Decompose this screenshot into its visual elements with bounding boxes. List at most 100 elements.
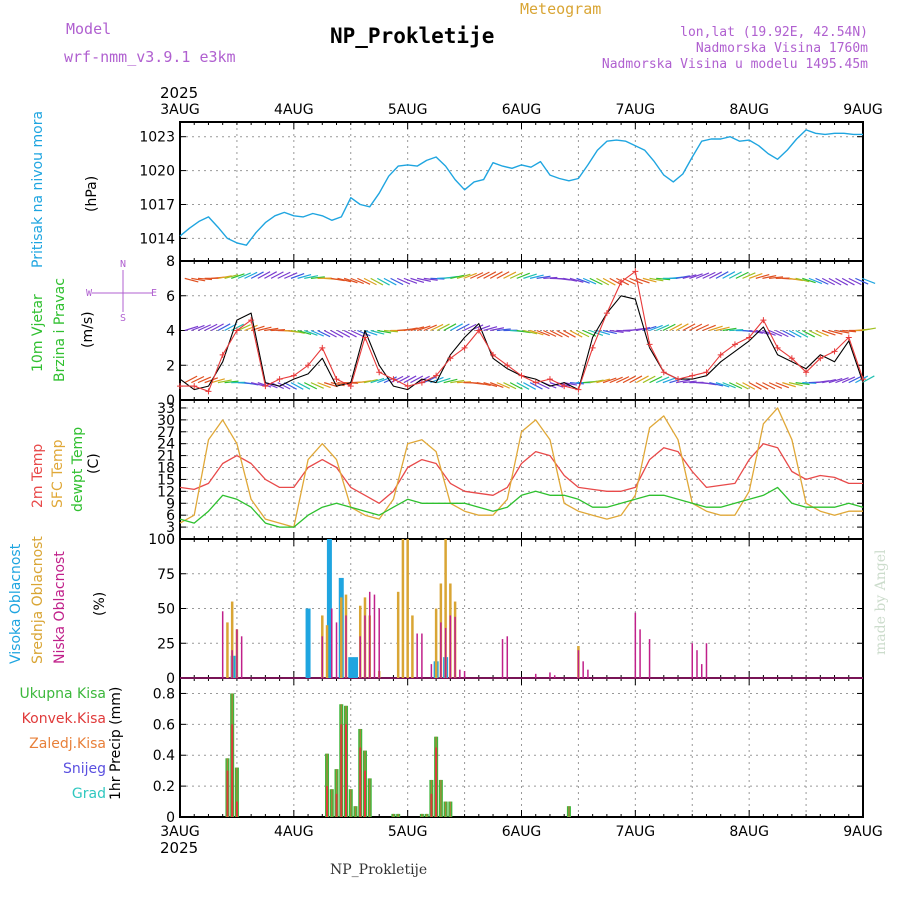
wind-barb xyxy=(357,277,371,285)
wind-speed-marker xyxy=(760,317,767,324)
precip-strat-bar xyxy=(331,789,333,817)
cloud-low-bar xyxy=(345,615,347,678)
y-tick-label: 12 xyxy=(157,484,175,500)
cloud-low-bar xyxy=(449,615,452,678)
wind-barb xyxy=(270,271,284,279)
precip-strat-bar xyxy=(444,801,447,817)
wind-barb xyxy=(184,325,199,332)
wind-barb xyxy=(211,378,225,384)
cloud-low-bar xyxy=(231,650,233,678)
wind-barb xyxy=(297,382,311,390)
wind-barb xyxy=(489,271,503,279)
x-tick-label-bottom: 4AUG xyxy=(274,824,314,840)
y-tick-label: 75 xyxy=(157,567,175,583)
wind-barb xyxy=(277,271,291,279)
precip-conv-bar xyxy=(326,786,329,817)
wind-speed-marker xyxy=(603,310,610,317)
wind-speed-marker xyxy=(433,372,440,379)
cloud-mid-bar xyxy=(340,597,343,678)
wind-barb xyxy=(596,277,610,286)
precip-legend-freezing: Zaledj.Kisa xyxy=(29,736,106,752)
wind-speed-marker xyxy=(177,383,183,390)
wind-barb xyxy=(483,271,497,279)
y-tick-label: 0.4 xyxy=(153,748,175,764)
wind-barb xyxy=(317,382,331,389)
wind-barb xyxy=(503,271,517,279)
wind-speed-marker xyxy=(774,344,781,351)
y-tick-label: 0.8 xyxy=(153,686,175,702)
cloud-low-bar xyxy=(373,594,376,678)
wind-barb xyxy=(662,377,677,384)
wind-barb xyxy=(609,329,624,333)
model-name: wrf-nmm_v3.9.1 e3km xyxy=(64,48,236,66)
wind-barb xyxy=(835,329,850,334)
wind-barb xyxy=(828,329,843,335)
wind-barb xyxy=(636,326,651,332)
wind-barb xyxy=(456,323,470,332)
wind-barb xyxy=(702,382,717,386)
wind-speed-marker xyxy=(290,372,297,379)
wind-barb xyxy=(616,376,630,384)
cloud-low-bar xyxy=(501,639,504,678)
cloud-low-bar xyxy=(553,675,556,678)
cloud-low-bar xyxy=(444,627,447,678)
y-tick-label: 24 xyxy=(157,437,175,453)
wind-barb xyxy=(290,382,304,390)
page-title: NP_Prokletije xyxy=(330,24,495,48)
wind-barb xyxy=(417,277,431,282)
wind-barb xyxy=(403,277,418,284)
wind-speed-marker xyxy=(490,351,497,358)
x-tick-label-top: 8AUG xyxy=(729,102,769,118)
precip-conv-bar xyxy=(340,724,343,817)
wind-barb xyxy=(470,272,484,279)
wind-barb xyxy=(702,324,716,332)
wind-barb xyxy=(436,323,450,332)
footer-station: NP_Prokletije xyxy=(330,862,428,878)
cloud-low-bar xyxy=(421,633,423,678)
wind-barb xyxy=(635,375,649,384)
wind-speed-marker xyxy=(518,372,525,379)
wind-barb xyxy=(848,277,862,286)
cloud-low-bar xyxy=(368,591,371,678)
wind-barb xyxy=(861,375,875,384)
wind-barb xyxy=(317,329,331,338)
wind-speed-marker xyxy=(333,376,340,383)
wind-barb xyxy=(822,329,836,336)
wind-barb xyxy=(569,277,584,283)
wind-barb xyxy=(330,277,345,282)
wind-barb xyxy=(184,277,199,283)
wind-barb xyxy=(423,277,438,281)
wind-barb xyxy=(350,277,364,285)
cloud-low-bar xyxy=(236,629,238,678)
wind-barb xyxy=(848,375,862,384)
y-tick-label: 18 xyxy=(157,461,175,477)
wind-barb xyxy=(802,277,816,284)
cloud-mid-bar xyxy=(444,539,447,678)
wind-speed-marker xyxy=(689,372,696,379)
wind-barb xyxy=(483,326,498,332)
wind-speed-marker xyxy=(276,376,283,383)
wind-barb xyxy=(370,329,385,335)
wind-speed-marker xyxy=(361,334,368,341)
altitude-text: Nadmorska Visina 1760m xyxy=(695,41,868,56)
wind-barb xyxy=(589,277,603,286)
x-tick-label-bottom: 3AUG xyxy=(160,824,200,840)
panel-frame xyxy=(179,677,864,818)
x-tick-label-top: 4AUG xyxy=(274,102,314,118)
wind-barb xyxy=(410,326,425,332)
wind-barb xyxy=(855,277,869,285)
wind-speed-marker xyxy=(660,369,667,376)
cloud-mid-bar xyxy=(230,601,234,678)
wind-barb xyxy=(735,382,749,390)
wind-barb xyxy=(237,324,251,332)
wind-barb xyxy=(304,329,318,336)
wind-barb xyxy=(290,329,305,334)
precip-conv-bar xyxy=(335,793,338,817)
wind-barb xyxy=(251,382,265,387)
precip-strat-bar xyxy=(369,778,371,817)
wind-barb xyxy=(416,325,431,332)
wind-barb xyxy=(509,271,524,279)
wind-barb xyxy=(775,329,789,338)
wind-barb xyxy=(728,271,742,279)
wind-speed-marker xyxy=(646,341,653,348)
